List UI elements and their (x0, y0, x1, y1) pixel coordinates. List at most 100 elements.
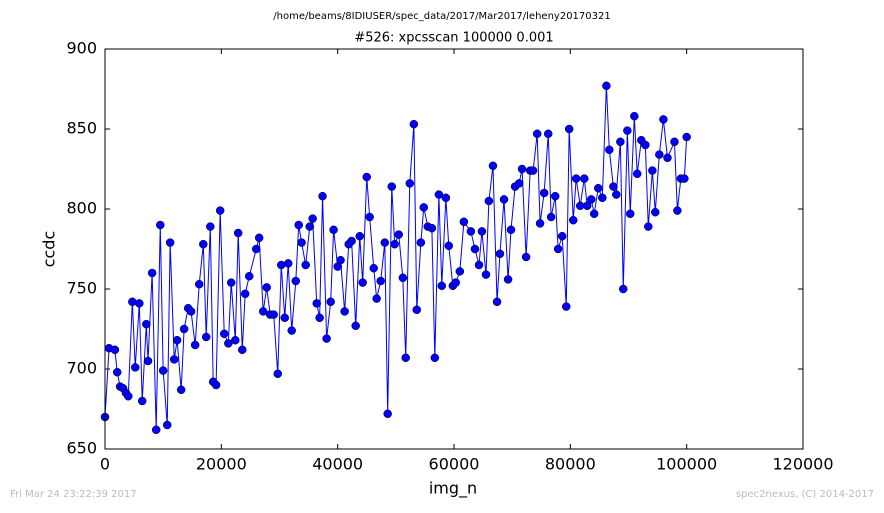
data-point (474, 260, 484, 270)
data-point (176, 385, 186, 395)
data-point (394, 230, 403, 239)
data-point (347, 236, 356, 246)
data-point (276, 260, 286, 270)
data-point (466, 227, 476, 236)
data-point (562, 302, 571, 311)
data-point (495, 249, 505, 259)
data-point (199, 239, 208, 249)
data-point (158, 366, 168, 375)
y-tick-label: 700 (66, 359, 97, 378)
x-tick-label: 40000 (312, 455, 363, 474)
data-point (383, 409, 392, 419)
data-point (517, 164, 527, 174)
x-tick-label: 120000 (772, 455, 833, 474)
data-point (651, 207, 660, 217)
data-point (571, 174, 581, 183)
data-point (329, 225, 338, 235)
data-point (553, 244, 563, 254)
data-point (409, 119, 419, 129)
data-point (211, 380, 221, 390)
data-point (492, 297, 502, 307)
data-point (110, 345, 120, 355)
data-point (594, 183, 603, 193)
data-point (390, 239, 399, 249)
data-point (340, 307, 349, 316)
data-point (416, 238, 426, 247)
data-point (231, 335, 240, 345)
data-point (376, 276, 385, 286)
data-point (455, 267, 465, 276)
data-point (503, 275, 513, 284)
data-point (673, 206, 682, 215)
data-point (648, 166, 657, 175)
data-point (226, 278, 236, 287)
data-point (444, 241, 454, 251)
data-point (619, 284, 628, 294)
data-point (128, 297, 137, 307)
data-point (564, 124, 574, 134)
y-tick-label: 750 (66, 279, 97, 298)
data-point (219, 329, 229, 339)
data-point (280, 313, 289, 323)
data-point (663, 153, 672, 163)
suptitle: /home/beams/8IDIUSER/spec_data/2017/Mar2… (273, 11, 610, 22)
data-point (609, 182, 618, 191)
data-point (539, 188, 549, 198)
x-tick-label: 60000 (429, 455, 480, 474)
data-point (372, 294, 381, 303)
data-point (398, 273, 408, 283)
data-point (641, 140, 650, 150)
data-point (405, 179, 415, 188)
data-point (186, 307, 196, 316)
data-point (233, 228, 243, 238)
data-point (589, 209, 599, 219)
data-point (224, 339, 233, 348)
data-point (670, 137, 679, 147)
data-point (240, 289, 250, 299)
data-point (598, 193, 607, 203)
data-point (162, 420, 172, 430)
data-point (451, 278, 460, 287)
data-point (301, 260, 310, 270)
data-point (283, 259, 293, 268)
data-point (135, 299, 144, 308)
data-point (632, 169, 642, 179)
data-point (362, 172, 371, 182)
plot-frame (104, 48, 804, 450)
data-point (190, 340, 200, 350)
data-point (401, 353, 410, 363)
data-point (568, 215, 578, 225)
data-point (459, 217, 469, 227)
data-point (297, 238, 306, 247)
data-point (206, 222, 215, 231)
data-point (147, 268, 157, 278)
data-point (434, 190, 444, 199)
data-point (623, 126, 632, 135)
data-point (682, 132, 691, 142)
data-point (419, 203, 429, 212)
data-point (291, 276, 301, 286)
data-point (215, 206, 225, 215)
data-point (580, 174, 589, 183)
data-point (605, 145, 614, 155)
data-point (535, 219, 545, 228)
y-tick-label: 900 (66, 39, 97, 58)
y-tick-label: 650 (66, 439, 97, 458)
data-point (532, 129, 542, 139)
data-point (499, 195, 509, 204)
data-point (470, 244, 480, 254)
data-point (484, 196, 494, 206)
data-point (506, 225, 516, 235)
data-point (312, 299, 321, 308)
data-point (387, 182, 397, 191)
data-point (630, 111, 639, 121)
data-point (616, 137, 625, 147)
data-point (543, 129, 553, 139)
data-point (625, 209, 635, 219)
data-point (308, 214, 317, 223)
data-point (514, 179, 524, 188)
data-point (351, 321, 360, 331)
data-point (358, 278, 367, 287)
data-point (322, 334, 331, 343)
